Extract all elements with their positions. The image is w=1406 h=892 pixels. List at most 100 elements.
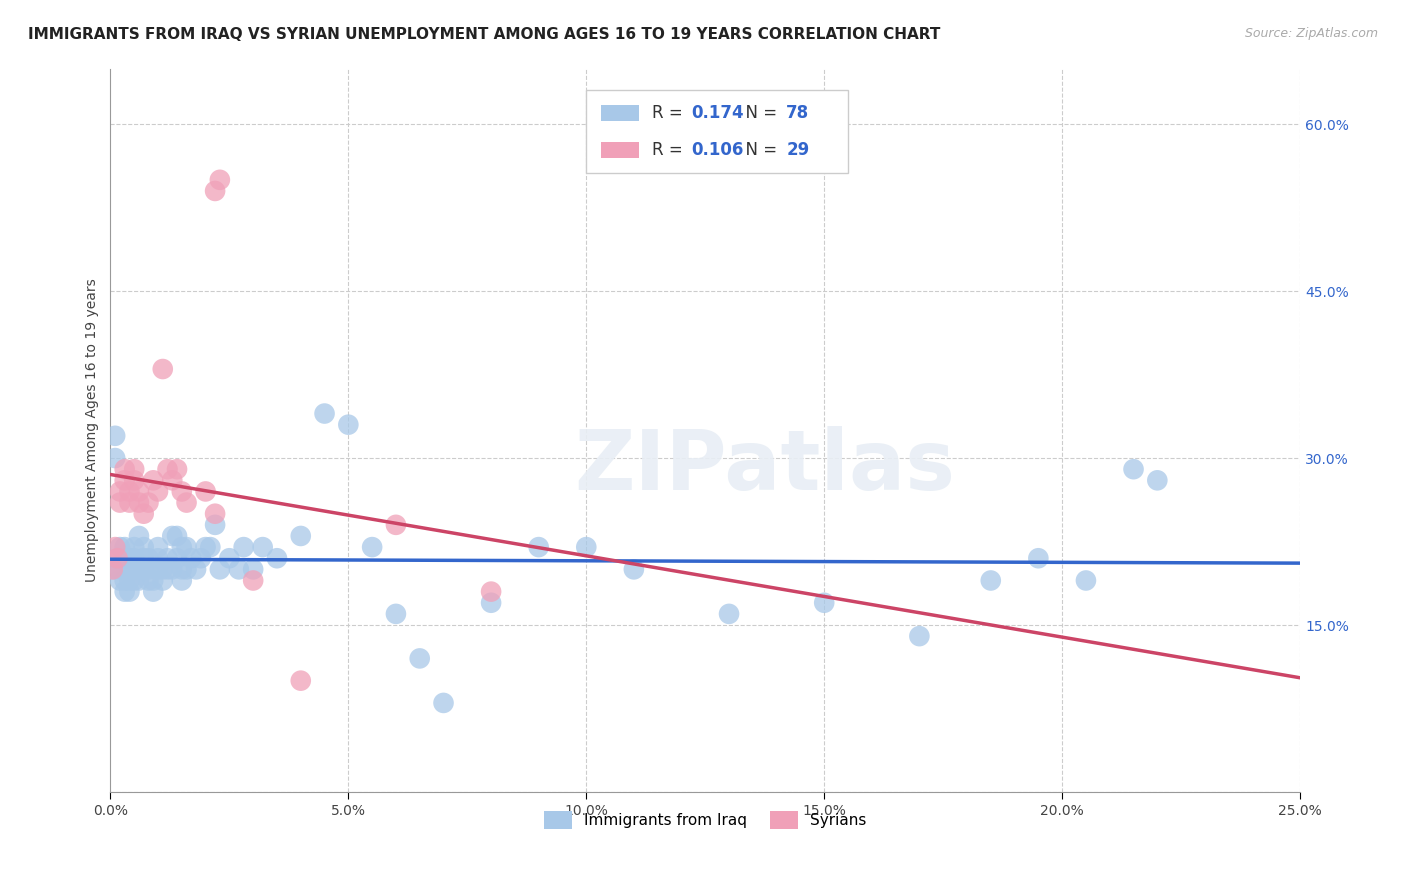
Point — [132, 507, 155, 521]
Point — [166, 551, 188, 566]
Point — [170, 540, 193, 554]
Point — [200, 540, 222, 554]
FancyBboxPatch shape — [586, 90, 848, 173]
Point — [337, 417, 360, 432]
Point — [170, 484, 193, 499]
Point — [118, 574, 141, 588]
Point — [122, 473, 145, 487]
Point — [146, 562, 169, 576]
Point — [156, 551, 179, 566]
Point — [190, 551, 212, 566]
Point — [152, 362, 174, 376]
Point — [104, 540, 127, 554]
Point — [575, 540, 598, 554]
Point — [101, 562, 124, 576]
Point — [180, 551, 202, 566]
Point — [228, 562, 250, 576]
Point — [242, 574, 264, 588]
Point — [122, 551, 145, 566]
Point — [132, 540, 155, 554]
Point — [204, 517, 226, 532]
Point — [176, 495, 198, 509]
Point — [162, 562, 184, 576]
Point — [813, 596, 835, 610]
Point — [385, 517, 408, 532]
Point — [166, 462, 188, 476]
Point — [108, 484, 131, 499]
Text: 0.106: 0.106 — [690, 141, 744, 159]
Point — [184, 562, 207, 576]
Point — [152, 562, 174, 576]
Point — [142, 473, 165, 487]
Point — [108, 495, 131, 509]
Point — [908, 629, 931, 643]
Point — [118, 551, 141, 566]
Point — [623, 562, 645, 576]
Point — [266, 551, 288, 566]
Point — [385, 607, 408, 621]
Point — [122, 540, 145, 554]
Point — [1074, 574, 1097, 588]
Text: ZIPatlas: ZIPatlas — [574, 425, 955, 507]
Point — [156, 562, 179, 576]
Point — [176, 540, 198, 554]
Point — [108, 540, 131, 554]
Point — [146, 540, 169, 554]
Point — [107, 551, 129, 566]
Point — [208, 562, 231, 576]
Point — [142, 574, 165, 588]
Point — [194, 540, 217, 554]
Point — [122, 562, 145, 576]
Point — [132, 562, 155, 576]
Point — [409, 651, 432, 665]
Point — [290, 529, 312, 543]
Point — [1122, 462, 1144, 476]
Point — [114, 574, 136, 588]
Point — [132, 551, 155, 566]
Point — [128, 484, 150, 499]
Point — [101, 562, 124, 576]
Point — [479, 596, 502, 610]
Point — [176, 562, 198, 576]
Point — [118, 495, 141, 509]
Text: R =: R = — [652, 104, 688, 122]
Point — [208, 173, 231, 187]
Point — [479, 584, 502, 599]
Point — [232, 540, 254, 554]
Point — [527, 540, 550, 554]
Text: N =: N = — [735, 141, 782, 159]
Point — [114, 540, 136, 554]
Point — [114, 473, 136, 487]
Point — [108, 574, 131, 588]
Point — [108, 562, 131, 576]
Point — [114, 584, 136, 599]
Point — [156, 462, 179, 476]
Point — [122, 462, 145, 476]
Point — [128, 574, 150, 588]
Text: 29: 29 — [786, 141, 810, 159]
Point — [290, 673, 312, 688]
Text: 0.174: 0.174 — [690, 104, 744, 122]
Point — [194, 484, 217, 499]
Point — [138, 495, 160, 509]
Point — [138, 551, 160, 566]
Point — [242, 562, 264, 576]
Point — [432, 696, 454, 710]
Point — [138, 574, 160, 588]
Text: N =: N = — [735, 104, 782, 122]
Point — [162, 529, 184, 543]
Point — [114, 462, 136, 476]
Point — [166, 529, 188, 543]
Point — [128, 529, 150, 543]
Text: R =: R = — [652, 141, 688, 159]
Text: Source: ZipAtlas.com: Source: ZipAtlas.com — [1244, 27, 1378, 40]
Point — [204, 507, 226, 521]
Point — [170, 562, 193, 576]
Bar — [600, 142, 638, 158]
Point — [107, 551, 129, 566]
Point — [118, 584, 141, 599]
Point — [122, 574, 145, 588]
Legend: Immigrants from Iraq, Syrians: Immigrants from Iraq, Syrians — [538, 805, 872, 835]
Point — [361, 540, 384, 554]
Point — [718, 607, 741, 621]
